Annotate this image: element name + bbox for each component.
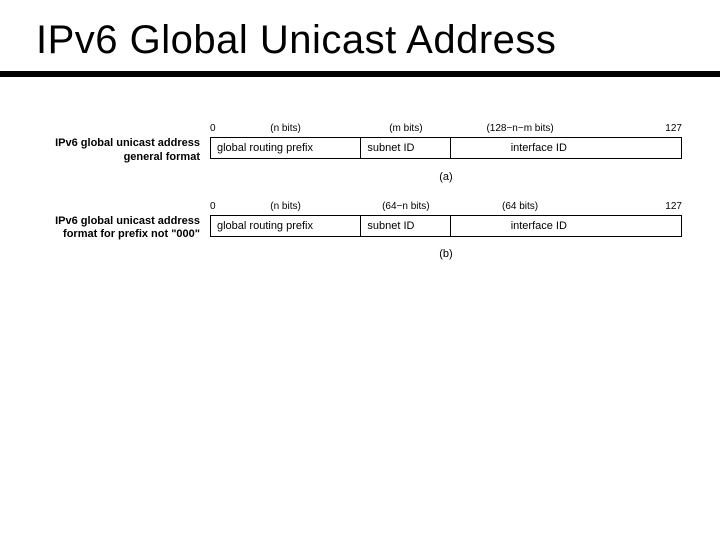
bit-label-start: 0 [210,123,216,134]
diagram-a-description: IPv6 global unicast address general form… [38,123,210,165]
desc-line: format for prefix not "000" [63,228,200,240]
diagram-a-structure: 0 (n bits) (m bits) (128−n−m bits) 127 g… [210,123,682,159]
bit-label-end: 127 [665,201,682,212]
bit-label-end: 127 [665,123,682,134]
field-cell: subnet ID [361,138,450,158]
slide-title: IPv6 Global Unicast Address [0,0,720,71]
diagram-a-caption: (a) [38,171,682,183]
diagram-row-b: IPv6 global unicast address format for p… [38,201,682,243]
field-cell: global routing prefix [211,216,361,236]
field-cell: interface ID [451,138,681,158]
diagram-a-fields: global routing prefix subnet ID interfac… [210,137,682,159]
desc-line: general format [124,151,200,163]
field-cell: global routing prefix [211,138,361,158]
slide: { "title": "IPv6 Global Unicast Address"… [0,0,720,540]
field-cell: interface ID [451,216,681,236]
diagram-b-structure: 0 (n bits) (64−n bits) (64 bits) 127 glo… [210,201,682,237]
bit-label-seg1: (n bits) [270,123,301,134]
desc-line: IPv6 global unicast address [55,137,200,149]
bit-label-seg1: (n bits) [270,201,301,212]
diagram-b-description: IPv6 global unicast address format for p… [38,201,210,243]
bit-label-seg2: (m bits) [389,123,422,134]
desc-line: IPv6 global unicast address [55,215,200,227]
diagram-row-a: IPv6 global unicast address general form… [38,123,682,165]
bit-label-seg2: (64−n bits) [382,201,430,212]
diagram-b-caption: (b) [38,248,682,260]
diagram-a-toplabels: 0 (n bits) (m bits) (128−n−m bits) 127 [210,123,682,137]
diagram-b-fields: global routing prefix subnet ID interfac… [210,215,682,237]
diagram-area: IPv6 global unicast address general form… [0,77,720,260]
field-cell: subnet ID [361,216,450,236]
diagram-b-toplabels: 0 (n bits) (64−n bits) (64 bits) 127 [210,201,682,215]
bit-label-start: 0 [210,201,216,212]
bit-label-seg3: (128−n−m bits) [486,123,553,134]
bit-label-seg3: (64 bits) [502,201,538,212]
